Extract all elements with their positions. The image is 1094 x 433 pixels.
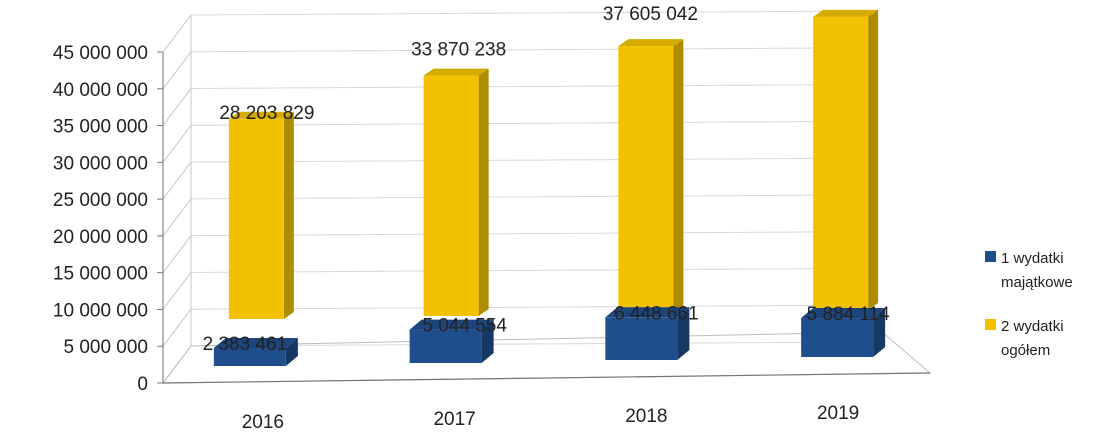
data-label-series-2: 37 605 042 — [603, 4, 698, 25]
x-tick-label: 2017 — [433, 409, 475, 430]
y-tick-label: 25 000 000 — [53, 190, 148, 211]
bar-series-1-2019-front — [801, 318, 874, 357]
bar-series-2-2018-side — [673, 39, 684, 314]
gridline-diag — [162, 14, 192, 53]
x-axis-line — [162, 372, 931, 384]
bars — [213, 9, 886, 366]
bar-series-1-2016-top — [213, 338, 298, 348]
bar-series-2-2019 — [813, 9, 879, 311]
gridline — [190, 341, 861, 347]
y-tick-label: 30 000 000 — [53, 153, 148, 174]
bar-series-1-2017 — [409, 319, 494, 363]
bar-series-1-2017-top — [409, 319, 494, 330]
y-tick-label: 15 000 000 — [53, 264, 148, 285]
legend-label-series-2-line1: 2 wydatki — [1001, 318, 1064, 335]
bar-series-1-2016-side — [285, 338, 298, 366]
y-tick-label: 45 000 000 — [53, 43, 148, 64]
bar-series-2-2016 — [228, 111, 294, 319]
gridline-diag — [162, 161, 192, 200]
gridline-diag — [162, 308, 192, 347]
data-label-series-2: 28 203 829 — [219, 103, 314, 124]
bar-series-2-2018-top — [618, 39, 684, 47]
bar-series-2-2017-front — [423, 75, 479, 316]
data-label-series-2: 33 870 238 — [411, 40, 506, 61]
y-axis: 0 5 000 000 10 000 000 15 000 000 20 000 000… — [53, 43, 164, 395]
bar-series-2-2017 — [423, 68, 489, 316]
bar-series-1-2018 — [605, 307, 690, 360]
bar-series-1-2018-front — [605, 317, 678, 360]
bar-series-2-2018-front — [618, 46, 674, 314]
bar-series-1-2017-side — [481, 319, 494, 363]
legend-label-series-1-line2: majątkowe — [1001, 274, 1073, 291]
data-label-series-1: 5 044 554 — [422, 316, 507, 337]
x-tick-label: 2016 — [242, 412, 284, 433]
bar-series-2-2017-side — [478, 68, 489, 316]
bar-series-2-2018 — [618, 39, 684, 314]
gridline — [190, 84, 861, 90]
bar-series-1-2019-side — [873, 308, 886, 357]
gridline — [190, 231, 861, 237]
data-labels: 28 203 829 2 383 461 33 870 238 5 044 554 37… — [203, 4, 891, 355]
gridline — [190, 194, 861, 200]
legend-label-series-2-line2: ogółem — [1001, 342, 1050, 359]
gridline-diag — [162, 88, 192, 126]
x-tick-label: 2019 — [817, 403, 859, 424]
bar-series-2-2019-side — [868, 9, 879, 311]
x-axis: 2016 2017 2018 2019 — [162, 372, 931, 433]
legend-label-series-1-line1: 1 wydatki — [1001, 250, 1064, 267]
gridline — [190, 157, 861, 163]
legend-swatch-series-2 — [985, 319, 996, 330]
bar-series-1-2018-top — [605, 307, 690, 318]
gridline — [190, 267, 861, 273]
bar-series-1-2016 — [213, 338, 298, 366]
x-tick-label: 2018 — [625, 406, 667, 427]
bar-series-2-2016-top — [228, 111, 294, 119]
gridline-diag — [162, 198, 192, 237]
data-label-series-1: 2 383 461 — [203, 334, 288, 355]
gridline-diag — [162, 125, 192, 163]
bar-series-1-2017-front — [409, 329, 482, 363]
y-tick-label: 0 — [137, 374, 148, 395]
gridline-diag — [162, 272, 192, 310]
gridline — [190, 47, 861, 53]
data-label-series-1: 6 448 661 — [614, 303, 699, 324]
gridline — [190, 304, 861, 310]
y-tick-label: 10 000 000 — [53, 300, 148, 321]
gridline-diag — [162, 235, 192, 273]
bar-series-1-2019 — [801, 308, 886, 357]
legend-swatch-series-1 — [985, 251, 996, 262]
bar-series-2-2017-top — [423, 68, 489, 76]
data-label-series-1: 5 884 114 — [807, 304, 891, 325]
gridline — [190, 10, 861, 16]
gridline — [190, 120, 861, 126]
bar-series-2-2016-side — [283, 111, 294, 319]
bar-series-1-2019-top — [801, 308, 886, 319]
bar-series-1-2016-front — [213, 348, 286, 366]
gridline-diag — [162, 51, 192, 90]
bar-series-1-2018-side — [677, 307, 690, 360]
y-tick-label: 35 000 000 — [53, 117, 148, 138]
legend: 1 wydatki majątkowe 2 wydatki ogółem — [985, 250, 1073, 359]
bar-series-2-2019-front — [813, 16, 869, 311]
y-tick-label: 5 000 000 — [63, 337, 148, 358]
y-tick-label: 40 000 000 — [53, 80, 148, 101]
bar-series-2-2019-top — [813, 9, 879, 17]
y-tick-label: 20 000 000 — [53, 227, 148, 248]
bar-series-2-2016-front — [228, 118, 284, 319]
